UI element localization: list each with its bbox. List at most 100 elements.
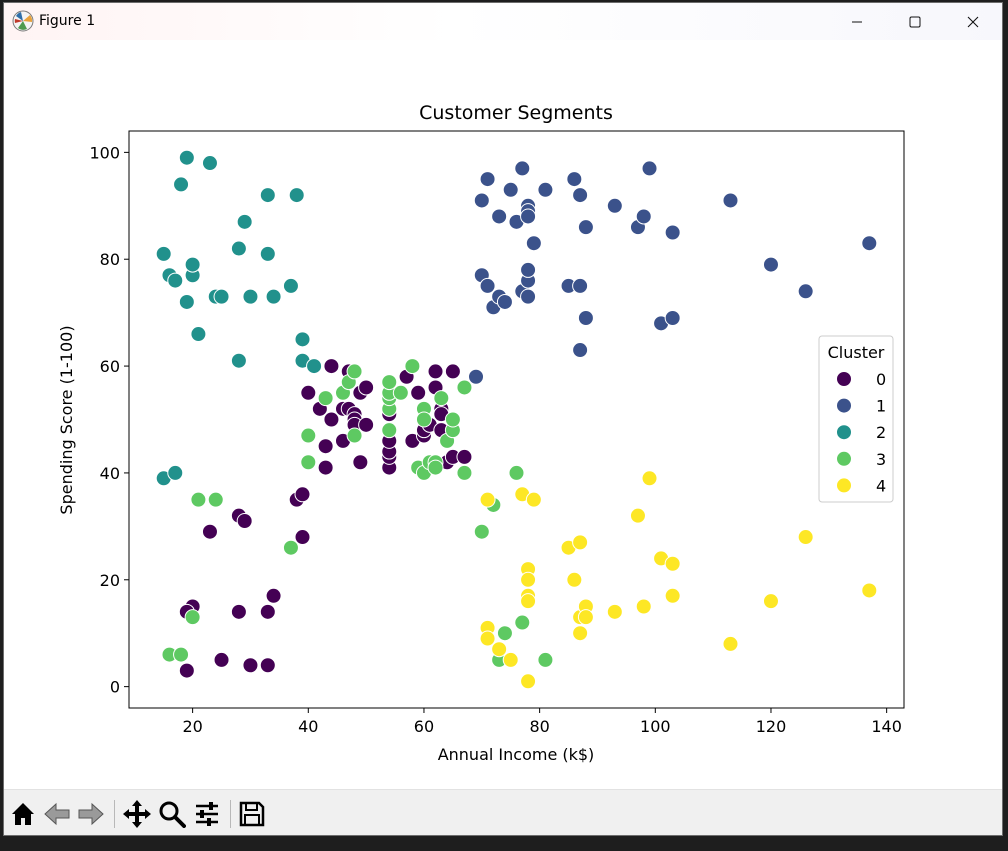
home-icon <box>12 803 34 825</box>
data-point <box>444 363 461 380</box>
data-point <box>572 625 589 642</box>
data-point <box>577 609 594 626</box>
data-point <box>265 587 282 604</box>
data-point <box>468 368 485 385</box>
data-point <box>300 454 317 471</box>
y-tick-label: 60 <box>100 357 120 376</box>
minimize-icon <box>852 21 862 22</box>
title-bar[interactable]: Figure 1 <box>4 3 1002 40</box>
data-point <box>230 240 247 257</box>
data-point <box>317 459 334 476</box>
back-button[interactable] <box>41 798 73 830</box>
data-point <box>629 507 646 524</box>
data-point <box>259 603 276 620</box>
home-button[interactable] <box>7 798 39 830</box>
data-point <box>797 283 814 300</box>
legend-label: 2 <box>876 423 886 442</box>
data-point <box>456 379 473 396</box>
data-point <box>167 464 184 481</box>
x-tick-label: 80 <box>529 717 549 736</box>
legend-marker <box>836 424 852 441</box>
window-title: Figure 1 <box>39 13 96 29</box>
data-point <box>184 256 201 273</box>
data-point <box>797 529 814 546</box>
x-tick-label: 120 <box>756 717 787 736</box>
data-point <box>479 277 496 294</box>
y-tick-label: 100 <box>89 143 120 162</box>
maximize-button[interactable] <box>886 3 944 40</box>
close-button[interactable] <box>944 3 1002 40</box>
data-point <box>173 176 190 193</box>
data-point <box>861 235 878 252</box>
data-point <box>635 208 652 225</box>
data-point <box>415 411 432 428</box>
data-point <box>282 539 299 556</box>
data-point <box>491 641 508 658</box>
data-point <box>514 160 531 177</box>
data-point <box>479 491 496 508</box>
legend-label: 1 <box>876 397 886 416</box>
data-point <box>635 598 652 615</box>
data-point <box>479 171 496 188</box>
data-point <box>520 673 537 690</box>
legend-title: Cluster <box>828 343 885 362</box>
data-point <box>300 384 317 401</box>
forward-button[interactable] <box>75 798 107 830</box>
data-point <box>323 358 340 375</box>
configure-subplots-button[interactable] <box>191 798 223 830</box>
data-point <box>479 630 496 647</box>
zoom-icon <box>159 801 186 828</box>
plot-area-border <box>128 130 905 709</box>
close-icon <box>967 16 979 27</box>
data-point <box>230 603 247 620</box>
data-point <box>572 534 589 551</box>
data-point <box>520 571 537 588</box>
data-point <box>456 448 473 465</box>
scatter-chart[interactable]: Customer Segments 20 40 60 80 100 120 14002040… <box>4 40 1002 789</box>
x-tick-label: 40 <box>298 717 318 736</box>
data-point <box>537 651 554 668</box>
data-point <box>456 464 473 481</box>
data-point <box>178 293 195 310</box>
data-point <box>566 171 583 188</box>
pan-icon <box>123 800 151 828</box>
data-point <box>213 651 230 668</box>
data-point <box>213 288 230 305</box>
data-point <box>259 245 276 262</box>
data-point <box>664 555 681 572</box>
data-point <box>392 384 409 401</box>
data-point <box>358 379 375 396</box>
data-point <box>572 187 589 204</box>
data-point <box>404 358 421 375</box>
y-tick-label: 20 <box>100 571 120 590</box>
data-point <box>762 593 779 610</box>
legend-marker <box>836 397 852 414</box>
data-point <box>230 352 247 369</box>
data-point <box>606 197 623 214</box>
data-point <box>861 582 878 599</box>
data-point <box>317 438 334 455</box>
data-point <box>190 326 207 343</box>
data-point <box>572 277 589 294</box>
minimize-button[interactable] <box>828 3 886 40</box>
zoom-button[interactable] <box>156 798 188 830</box>
data-point <box>520 593 537 610</box>
x-axis-label: Annual Income (k$) <box>438 745 595 764</box>
data-point <box>520 288 537 305</box>
data-point <box>427 459 444 476</box>
data-point <box>236 213 253 230</box>
data-point <box>606 603 623 620</box>
save-button[interactable] <box>236 798 268 830</box>
data-point <box>508 464 525 481</box>
pan-button[interactable] <box>121 798 153 830</box>
data-point <box>184 609 201 626</box>
data-point <box>502 181 519 198</box>
data-point <box>346 363 363 380</box>
data-point <box>201 523 218 540</box>
save-icon <box>239 801 265 827</box>
legend-label: 3 <box>876 450 886 469</box>
data-point <box>502 651 519 668</box>
data-point <box>288 187 305 204</box>
x-tick-label: 140 <box>871 717 902 736</box>
data-point <box>664 224 681 241</box>
